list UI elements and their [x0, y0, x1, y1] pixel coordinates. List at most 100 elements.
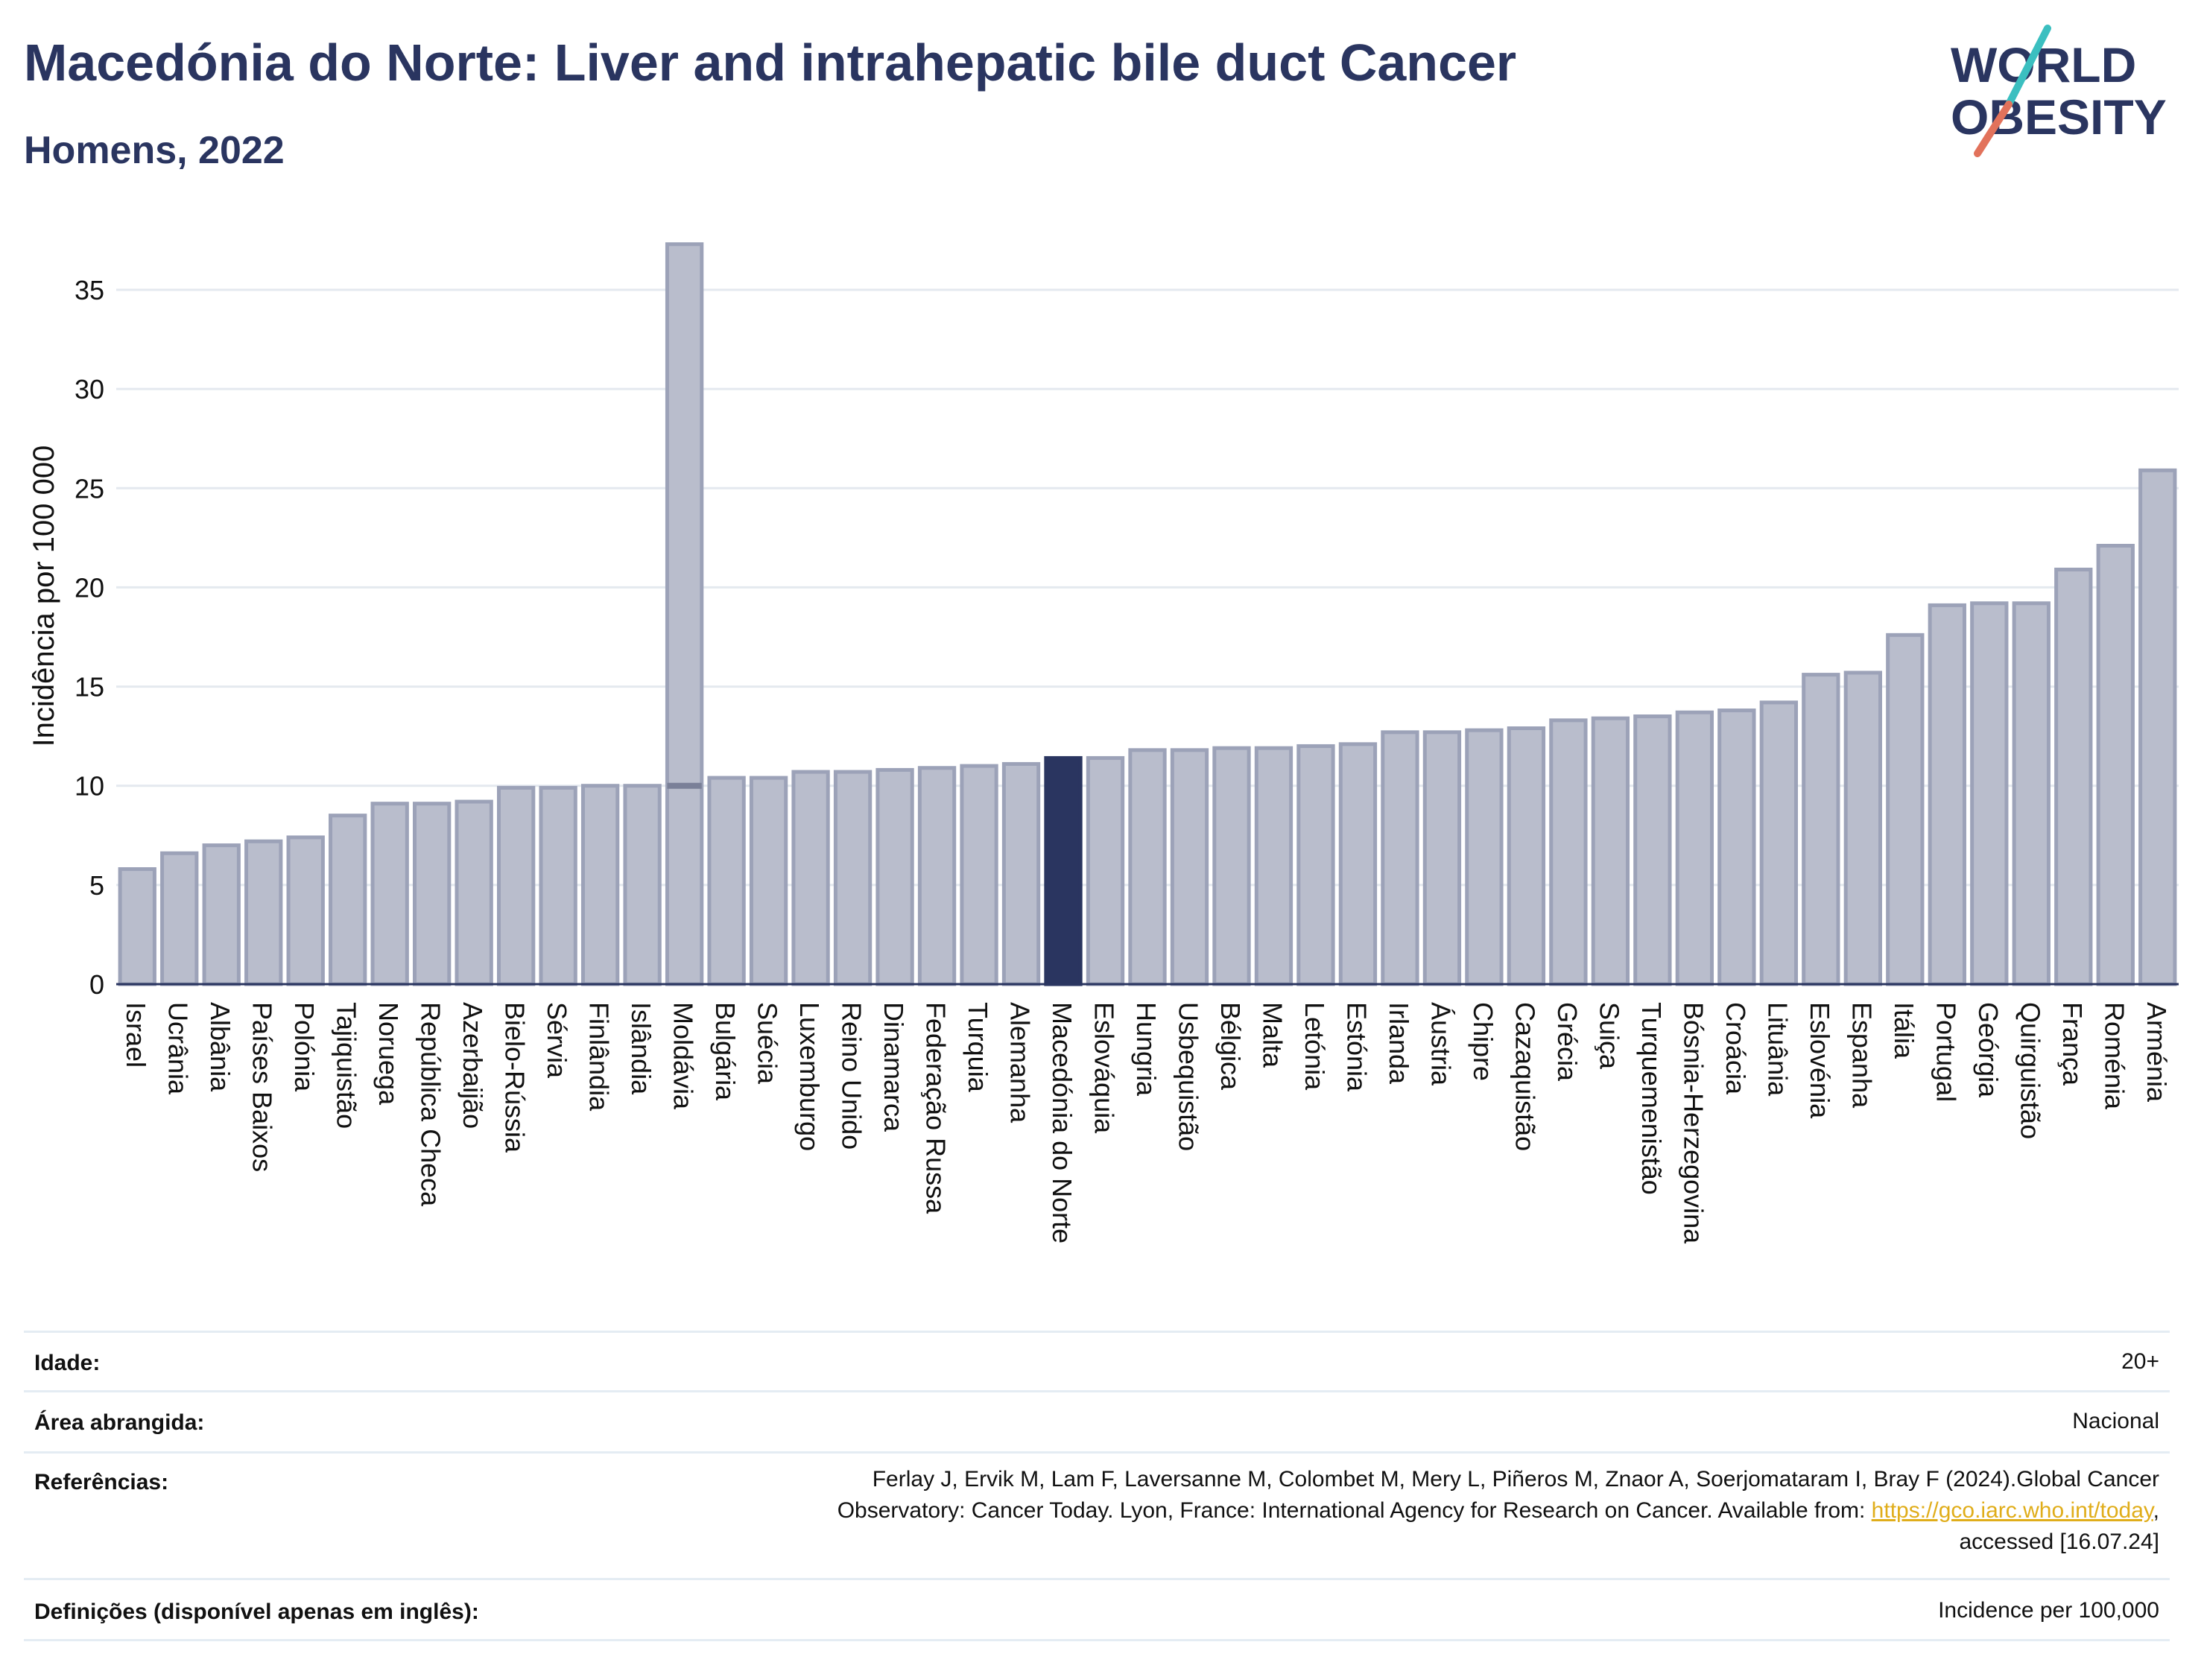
x-tick-label: Polónia	[289, 1002, 320, 1092]
x-tick-label: Bielo-Rússia	[500, 1002, 531, 1153]
bar	[1717, 709, 1756, 986]
bar-chart: 0 5 10 15 20 25 30 35 Israel Ucrânia Albânia Paíse…	[28, 242, 2179, 1244]
bar	[1338, 742, 1378, 986]
x-tick-label: França	[2057, 1002, 2088, 1086]
bar	[413, 802, 452, 986]
meta-row-definitions: Definições (disponível apenas em inglês)…	[24, 1578, 2170, 1641]
bar	[1886, 633, 1925, 986]
x-tick-label: Chipre	[1468, 1002, 1498, 1081]
x-tick-label: Macedónia do Norte	[1047, 1002, 1077, 1243]
x-tick-label: Tajiquistão	[332, 1002, 362, 1129]
bar	[1422, 730, 1462, 986]
x-tick-label: Malta	[1257, 1002, 1288, 1068]
bar	[202, 843, 241, 986]
meta-row-age: Idade: 20+	[24, 1331, 2170, 1392]
y-axis-label: Incidência por 100 000	[28, 446, 60, 747]
x-tick-label: Letónia	[1299, 1002, 1330, 1091]
x-tick-label: Turquia	[963, 1002, 993, 1093]
x-tick-label: Alemanha	[1005, 1002, 1036, 1123]
bar-highlight	[1044, 755, 1083, 986]
x-tick-label: República Checa	[416, 1002, 446, 1207]
reference-line3: accessed [16.07.24]	[1959, 1530, 2159, 1554]
bar	[1254, 746, 1293, 986]
meta-value-age: 20+	[2121, 1349, 2159, 1374]
x-tick-label: Ucrânia	[163, 1002, 194, 1095]
x-tick-label: Irlanda	[1384, 1002, 1414, 1085]
x-tick-label: Croácia	[1720, 1002, 1751, 1095]
bar	[875, 767, 914, 986]
y-tick-label: 0	[89, 969, 104, 1000]
bar	[749, 776, 788, 986]
bar	[623, 784, 662, 986]
page-subtitle: Homens, 2022	[24, 129, 285, 172]
x-tick-label: Roménia	[2099, 1002, 2129, 1110]
x-tick-label: Eslovénia	[1805, 1002, 1835, 1119]
bar	[329, 814, 367, 986]
reference-line2: Observatory: Cancer Today. Lyon, France:…	[837, 1498, 2159, 1523]
bar	[1633, 714, 1672, 986]
y-tick-label: 15	[75, 672, 104, 703]
bar	[1970, 601, 2009, 986]
meta-bottom-border	[24, 1639, 2170, 1641]
bar	[2138, 468, 2177, 986]
bar	[1381, 730, 1419, 986]
x-tick-label: Azerbaijão	[457, 1002, 488, 1129]
bar	[1001, 761, 1041, 986]
x-tick-label: Bulgária	[710, 1002, 741, 1101]
bar	[1928, 603, 1966, 986]
bar	[370, 802, 409, 986]
x-tick-label: Bósnia-Herzegovina	[1678, 1002, 1709, 1244]
bar	[791, 770, 830, 986]
meta-row-references: Referências: Ferlay J, Ervik M, Lam F, L…	[24, 1451, 2170, 1580]
x-tick-label: Países Baixos	[247, 1002, 278, 1172]
meta-label-age: Idade:	[34, 1351, 101, 1375]
bar	[1549, 718, 1588, 986]
x-tick-label: Cazaquistão	[1510, 1002, 1540, 1151]
bar	[960, 764, 998, 986]
bar	[2012, 601, 2051, 986]
x-tick-label: Finlândia	[584, 1002, 615, 1112]
bar	[665, 242, 704, 986]
x-tick-label: Noruega	[373, 1002, 404, 1106]
bar	[286, 835, 325, 986]
x-tick-label: Portugal	[1931, 1002, 1961, 1102]
x-tick-label: Geórgia	[1973, 1002, 2004, 1098]
logo-slash-top	[2005, 25, 2051, 108]
bar	[1296, 744, 1335, 986]
bar	[833, 770, 873, 986]
y-tick-label: 25	[75, 473, 104, 504]
x-tick-label: Bélgica	[1215, 1002, 1246, 1091]
x-tick-label: Hungria	[1131, 1002, 1162, 1097]
x-tick-label: Israel	[121, 1002, 151, 1068]
logo-line1: WORLD	[1951, 37, 2136, 92]
x-tick-label: Lituânia	[1762, 1002, 1793, 1097]
x-tick-label: Itália	[1889, 1002, 1919, 1059]
reference-link[interactable]: https://gco.iarc.who.int/today	[1871, 1498, 2153, 1523]
y-tick-label: 5	[89, 870, 104, 901]
bar	[1507, 726, 1546, 986]
x-tick-labels: Israel Ucrânia Albânia Países Baixos Polónia…	[121, 1002, 2172, 1244]
x-tick-label: Espanha	[1846, 1002, 1877, 1109]
meta-row-area: Área abrangida: Nacional	[24, 1390, 2170, 1452]
meta-label-definitions: Definições (disponível apenas em inglês)…	[34, 1600, 479, 1624]
reference-line1: Ferlay J, Ervik M, Lam F, Laversanne M, …	[872, 1467, 2159, 1492]
bar	[1212, 746, 1251, 986]
x-tick-label: Áustria	[1425, 1002, 1456, 1086]
x-tick-label: Sérvia	[542, 1002, 572, 1079]
logo-slash-bottom	[1974, 101, 2013, 157]
x-tick-label: Arménia	[2141, 1002, 2172, 1103]
bar	[496, 785, 536, 986]
x-tick-label: Quirguistão	[2015, 1002, 2045, 1139]
bar	[160, 851, 199, 986]
x-tick-label: Luxemburgo	[794, 1002, 825, 1151]
meta-value-definitions: Incidence per 100,000	[1938, 1598, 2159, 1623]
bar	[1128, 748, 1167, 986]
x-tick-label: Grécia	[1552, 1002, 1583, 1082]
meta-value-area: Nacional	[2072, 1409, 2159, 1433]
y-tick-label: 10	[75, 771, 104, 802]
page-title: Macedónia do Norte: Liver and intrahepat…	[24, 34, 1517, 92]
bar	[917, 766, 957, 986]
bar	[1086, 755, 1125, 986]
x-tick-label: Moldávia	[668, 1002, 699, 1110]
y-tick-label: 20	[75, 572, 104, 603]
